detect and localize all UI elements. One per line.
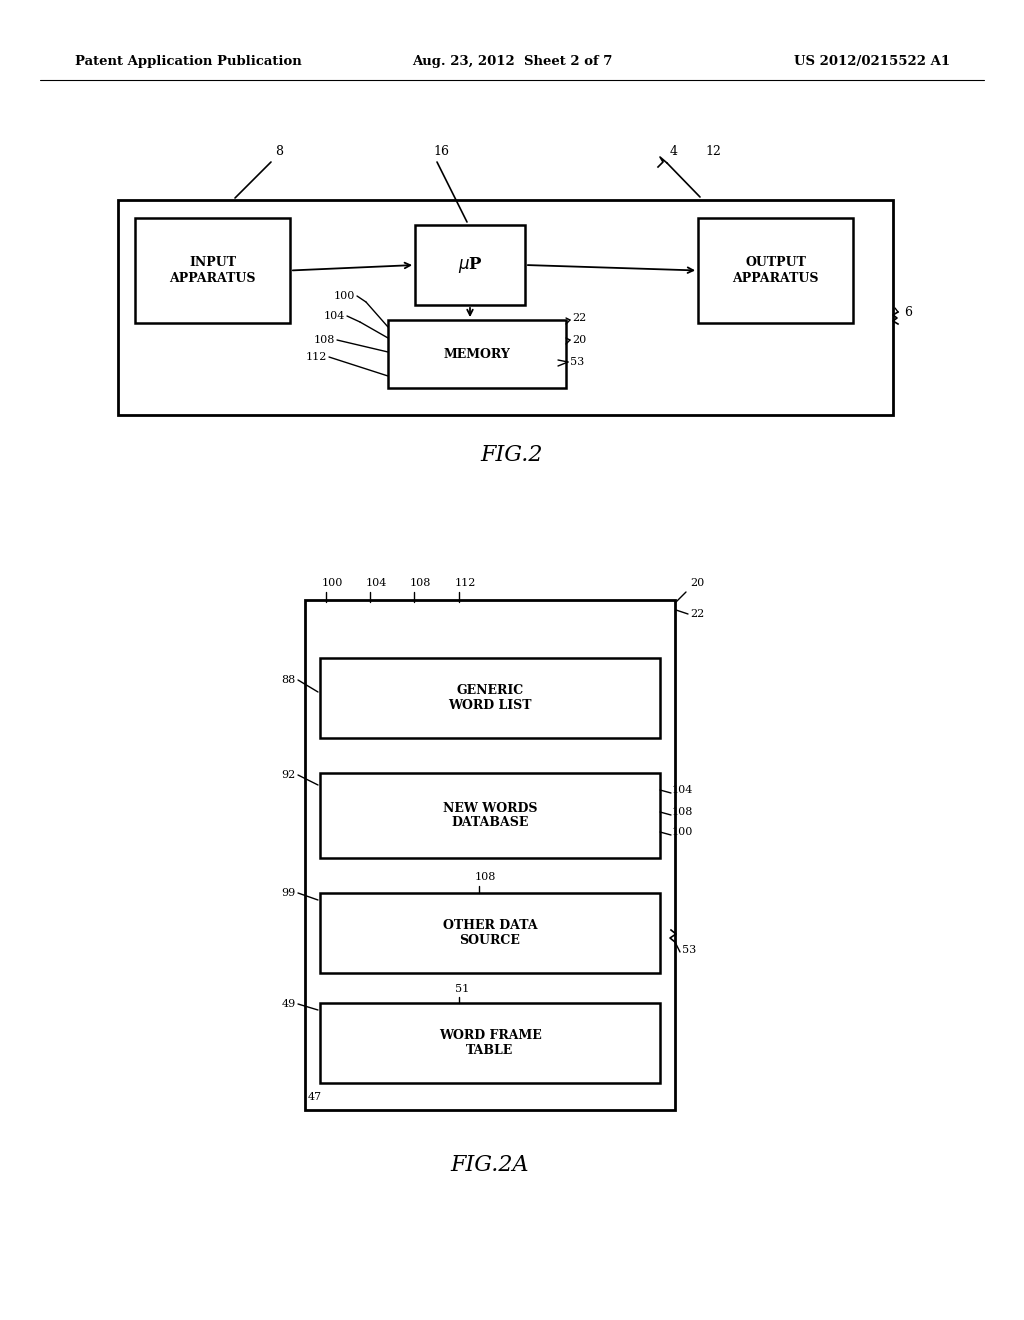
Bar: [319, 774, 660, 858]
Text: 53: 53: [570, 356, 585, 367]
Text: WORD FRAME
TABLE: WORD FRAME TABLE: [438, 1030, 542, 1057]
Text: GENERIC
WORD LIST: GENERIC WORD LIST: [449, 684, 531, 711]
Text: 20: 20: [690, 578, 705, 587]
Text: OTHER DATA
SOURCE: OTHER DATA SOURCE: [442, 919, 538, 946]
Bar: [118, 201, 893, 414]
Text: 12: 12: [705, 145, 721, 158]
Text: 108: 108: [475, 873, 497, 882]
Text: 47: 47: [308, 1092, 323, 1102]
Text: FIG.2: FIG.2: [480, 444, 544, 466]
Text: MEMORY: MEMORY: [443, 347, 510, 360]
Bar: [305, 601, 675, 1110]
Text: 88: 88: [282, 675, 296, 685]
Text: NEW WORDS
DATABASE: NEW WORDS DATABASE: [442, 801, 538, 829]
Bar: [698, 218, 853, 323]
Text: 108: 108: [410, 578, 431, 587]
Text: 108: 108: [313, 335, 335, 345]
Text: 20: 20: [572, 335, 587, 345]
Text: OUTPUT
APPARATUS: OUTPUT APPARATUS: [732, 256, 819, 285]
Text: 22: 22: [690, 609, 705, 619]
Text: 53: 53: [682, 945, 696, 954]
Text: 100: 100: [334, 290, 355, 301]
Text: 51: 51: [455, 983, 469, 994]
Bar: [319, 894, 660, 973]
Text: 92: 92: [282, 770, 296, 780]
Text: 104: 104: [324, 312, 345, 321]
Text: 112: 112: [305, 352, 327, 362]
Text: 104: 104: [366, 578, 387, 587]
Text: 104: 104: [672, 785, 693, 795]
Text: 100: 100: [672, 828, 693, 837]
Text: 100: 100: [322, 578, 343, 587]
Bar: [135, 218, 290, 323]
Text: FIG.2A: FIG.2A: [451, 1154, 529, 1176]
Text: $\mu$P: $\mu$P: [458, 255, 482, 275]
Bar: [388, 319, 566, 388]
Text: 108: 108: [672, 807, 693, 817]
Text: 49: 49: [282, 999, 296, 1008]
Text: Patent Application Publication: Patent Application Publication: [75, 55, 302, 69]
Text: INPUT
APPARATUS: INPUT APPARATUS: [169, 256, 256, 285]
Text: 112: 112: [455, 578, 476, 587]
Text: 6: 6: [904, 305, 912, 318]
Text: 8: 8: [275, 145, 283, 158]
Text: US 2012/0215522 A1: US 2012/0215522 A1: [794, 55, 950, 69]
Bar: [319, 1003, 660, 1082]
Bar: [319, 657, 660, 738]
Text: 16: 16: [433, 145, 449, 158]
Bar: [415, 224, 525, 305]
Text: Aug. 23, 2012  Sheet 2 of 7: Aug. 23, 2012 Sheet 2 of 7: [412, 55, 612, 69]
Text: 4: 4: [670, 145, 678, 158]
Text: 22: 22: [572, 313, 587, 323]
Text: 99: 99: [282, 888, 296, 898]
